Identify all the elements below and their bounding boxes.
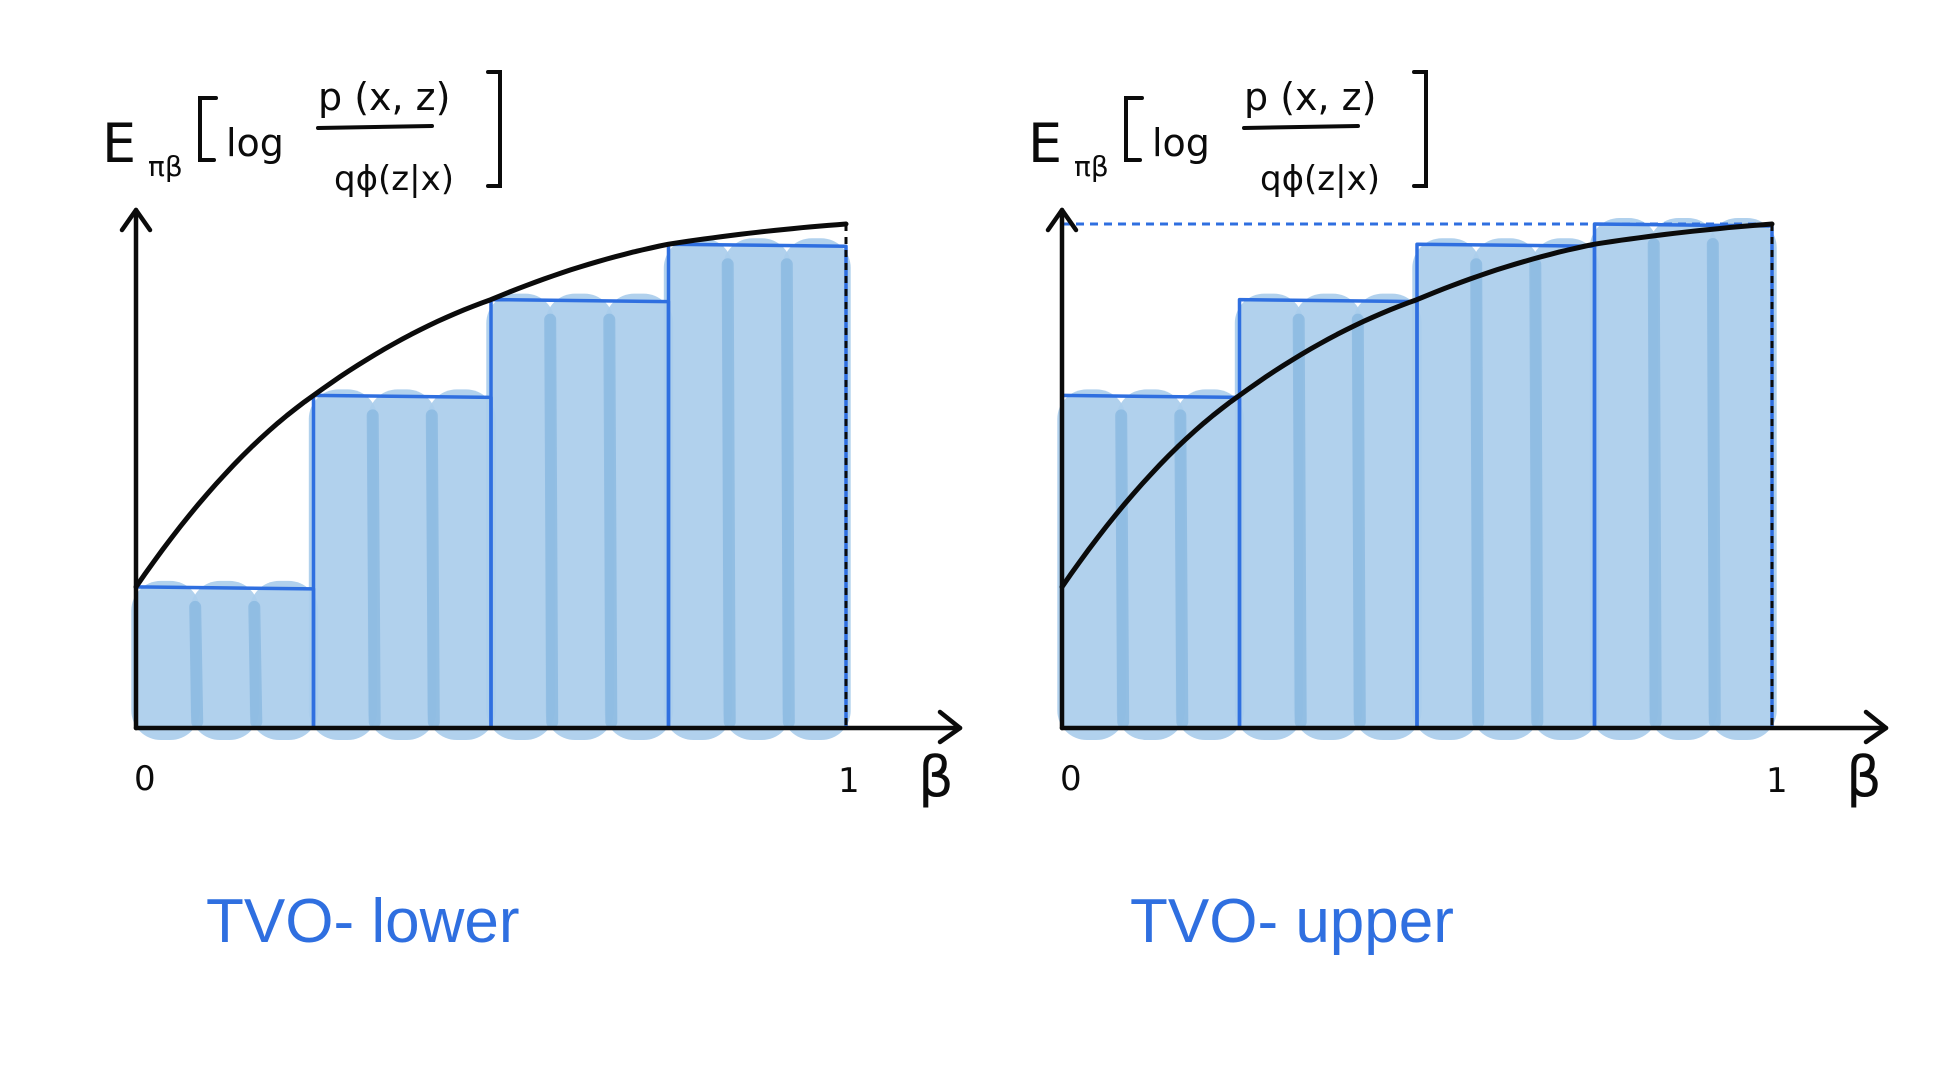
lower-fill-stroke-1-1 bbox=[367, 389, 437, 740]
upper-fill-stroke-1-2 bbox=[1353, 293, 1422, 740]
upper-ylabel-numerator: p (x, z) bbox=[1244, 75, 1376, 119]
lower-ylabel-denominator: qϕ(z|x) bbox=[334, 159, 454, 199]
upper-caption: TVO- upper bbox=[1130, 887, 1454, 956]
lower-fill-stroke-0-2 bbox=[249, 580, 319, 740]
upper-fill-stroke-3-0 bbox=[1589, 218, 1659, 740]
upper-fill-seam-3-1 bbox=[1647, 238, 1662, 728]
upper-fill-seam-0-2 bbox=[1174, 409, 1189, 728]
lower-fill-stroke-3-0 bbox=[663, 238, 733, 740]
upper-fill-seam-2-2 bbox=[1529, 258, 1544, 728]
lower-fill-stroke-2-1 bbox=[545, 293, 614, 740]
upper-fill-seam-0-1 bbox=[1115, 409, 1130, 728]
upper-fill-stroke-3-1 bbox=[1648, 218, 1718, 740]
upper-xlabel-beta: β bbox=[1846, 745, 1882, 810]
upper-fill-seam-2-1 bbox=[1470, 258, 1485, 728]
upper-left-bracket bbox=[1124, 96, 1144, 162]
lower-fill-stroke-2-0 bbox=[486, 293, 555, 740]
lower-right-bracket bbox=[486, 70, 502, 188]
panel-tvo-upper bbox=[1045, 207, 1889, 745]
lower-ylabel-expectation: E bbox=[102, 112, 136, 175]
upper-fill-seam-3-2 bbox=[1706, 238, 1721, 728]
upper-fill-stroke-2-0 bbox=[1412, 238, 1481, 740]
upper-y-arrow-head bbox=[1045, 207, 1079, 233]
lower-fill-stroke-0-0 bbox=[131, 580, 200, 740]
lower-ylabel: E πβ log p (x, z) qϕ(z|x) bbox=[102, 70, 502, 199]
lower-y-arrow-head bbox=[119, 207, 153, 233]
lower-fill-seam-2-2 bbox=[603, 313, 618, 728]
lower-fill-stroke-2-2 bbox=[604, 293, 674, 740]
lower-ylabel-log: log bbox=[226, 121, 284, 165]
upper-fill-stroke-0-2 bbox=[1175, 389, 1245, 740]
lower-fill-stroke-3-2 bbox=[782, 238, 851, 740]
upper-ylabel-log: log bbox=[1152, 121, 1210, 165]
lower-tick-one: 1 bbox=[838, 761, 860, 801]
upper-x-arrow-head bbox=[1863, 709, 1889, 745]
upper-fill-stroke-1-0 bbox=[1234, 293, 1304, 740]
upper-curve bbox=[1059, 221, 1775, 590]
upper-fill-stroke-2-1 bbox=[1471, 238, 1540, 740]
upper-fraction-bar bbox=[1242, 124, 1360, 130]
lower-fill-seam-0-1 bbox=[189, 600, 204, 728]
lower-fraction-bar bbox=[316, 124, 434, 130]
upper-fill-stroke-1-1 bbox=[1293, 293, 1363, 740]
upper-ylabel-subscript: πβ bbox=[1074, 150, 1109, 183]
lower-fill-seam-1-2 bbox=[425, 409, 440, 728]
lower-fill-stroke-3-1 bbox=[722, 238, 792, 740]
lower-fill-stroke-0-1 bbox=[190, 580, 259, 740]
upper-tick-zero: 0 bbox=[1060, 759, 1082, 799]
upper-fill-stroke-2-2 bbox=[1530, 238, 1600, 740]
upper-fill-stroke-3-2 bbox=[1708, 218, 1777, 740]
lower-fill-stroke-1-0 bbox=[308, 389, 378, 740]
lower-xlabel-beta: β bbox=[918, 745, 954, 810]
upper-ylabel-denominator: qϕ(z|x) bbox=[1260, 159, 1380, 199]
lower-fill-stroke-1-2 bbox=[427, 389, 496, 740]
upper-right-bracket bbox=[1412, 70, 1428, 188]
lower-x-arrow-head bbox=[937, 709, 963, 745]
upper-ylabel: E πβ log p (x, z) qϕ(z|x) bbox=[1028, 70, 1428, 199]
lower-fill-seam-3-1 bbox=[721, 258, 736, 728]
lower-ylabel-numerator: p (x, z) bbox=[318, 75, 450, 119]
upper-fill-stroke-0-1 bbox=[1116, 389, 1185, 740]
lower-fill-seam-1-1 bbox=[366, 409, 381, 728]
lower-fill-seam-3-2 bbox=[780, 258, 795, 728]
upper-tick-one: 1 bbox=[1766, 761, 1788, 801]
upper-ylabel-expectation: E bbox=[1028, 112, 1062, 175]
lower-left-bracket bbox=[198, 96, 218, 162]
upper-fill-seam-1-2 bbox=[1351, 313, 1366, 728]
upper-fill-stroke-0-0 bbox=[1057, 389, 1126, 740]
lower-fill-seam-2-1 bbox=[544, 313, 559, 728]
lower-tick-zero: 0 bbox=[134, 759, 156, 799]
upper-fill-seam-1-1 bbox=[1292, 313, 1307, 728]
lower-curve bbox=[133, 221, 849, 590]
lower-ylabel-subscript: πβ bbox=[148, 150, 183, 183]
panel-tvo-lower bbox=[119, 207, 963, 745]
lower-fill-seam-0-2 bbox=[248, 600, 263, 728]
lower-caption: TVO- lower bbox=[206, 887, 519, 956]
